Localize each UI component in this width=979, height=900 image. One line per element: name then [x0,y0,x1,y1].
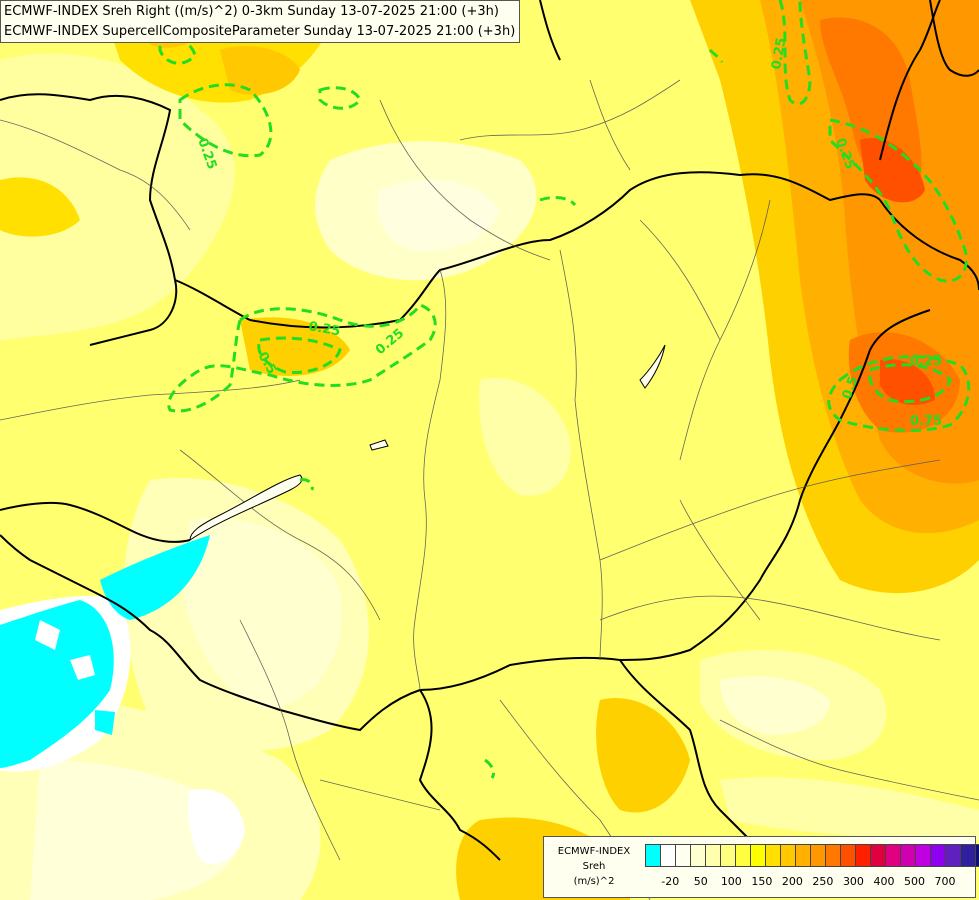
legend-swatch [916,845,931,866]
legend-swatch [781,845,796,866]
contour-label: 0.5 [840,375,862,402]
legend-swatch [691,845,706,866]
title-line-scp: ECMWF-INDEX SupercellCompositeParameter … [4,24,516,39]
legend-title-line1: ECMWF-INDEX [557,846,631,857]
legend-swatch [721,845,736,866]
rivers [0,79,979,900]
title-line-sreh: ECMWF-INDEX Sreh Right ((m/s)^2) 0-3km S… [4,4,499,19]
legend-swatch [646,845,661,866]
legend-swatch [901,845,916,866]
contour-label: 0.25 [307,319,341,339]
country-borders [0,0,979,861]
lakes [189,344,666,541]
legend-swatches [645,844,979,867]
legend-swatch [841,845,856,866]
contour-label: 0.25 [910,354,942,369]
legend-swatch [856,845,871,866]
legend-tick-label: 250 [812,875,834,888]
legend-tick-label: -20 [661,875,680,888]
legend-tick-label: 100 [720,875,742,888]
legend-swatch [676,845,691,866]
sreh-field-light [0,53,979,900]
legend-swatch [946,845,961,866]
legend-swatch [961,845,976,866]
legend-swatch [826,845,841,866]
legend-tick-label: 500 [904,875,925,888]
legend-swatch [886,845,901,866]
legend-swatch [736,845,751,866]
legend-tick-label: 300 [842,875,864,888]
legend-title-line2: Sreh [582,861,606,872]
legend-swatch [706,845,721,866]
legend-swatch [811,845,826,866]
legend-title-line3: (m/s)^2 [573,876,615,887]
contour-label: 0.75 [910,414,942,429]
legend-tick-label: 400 [873,875,895,888]
legend-swatch [976,845,979,866]
legend-tick-label: 150 [751,875,773,888]
legend-tick-label: 50 [693,875,708,888]
legend-swatch [661,845,676,866]
legend-swatch [931,845,946,866]
scp-contours [158,0,971,779]
color-legend: ECMWF-INDEX Sreh (m/s)^2 -20 50 100 150 200 2… [543,836,979,898]
legend-swatch [766,845,781,866]
legend-tick-label: 700 [934,875,956,888]
legend-title: ECMWF-INDEX Sreh (m/s)^2 [546,844,642,889]
contour-label: 0.25 [769,36,789,70]
map-title-box: ECMWF-INDEX Sreh Right ((m/s)^2) 0-3km S… [0,0,520,43]
legend-tick-label: 200 [781,875,803,888]
legend-swatch [796,845,811,866]
legend-ticks: -20 50 100 150 200 250 300 400 500 700 [645,875,973,889]
sreh-field-negative [0,535,210,772]
legend-swatch [751,845,766,866]
legend-swatch [871,845,886,866]
